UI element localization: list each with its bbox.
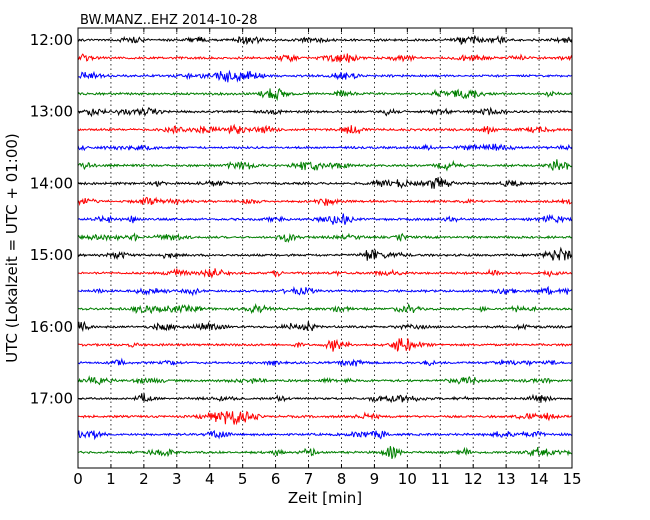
x-tick-label: 15 (562, 470, 581, 488)
seismic-trace (77, 106, 573, 118)
plot-frame (77, 27, 573, 469)
seismic-trace (77, 159, 573, 172)
grid-lines (110, 28, 540, 468)
seismic-trace (77, 246, 573, 261)
x-tick-label: 3 (172, 470, 182, 488)
x-tick-label: 6 (271, 470, 281, 488)
seismic-trace (77, 87, 573, 102)
seismic-trace (77, 410, 573, 426)
seismic-trace (77, 53, 573, 63)
x-tick-label: 0 (73, 470, 83, 488)
seismic-trace (77, 69, 573, 83)
seismic-trace (77, 303, 573, 315)
seismic-trace (77, 143, 573, 152)
y-tick-label: 16:00 (30, 318, 73, 336)
seismic-trace (77, 213, 573, 225)
x-tick-label: 4 (205, 470, 215, 488)
x-tick-label: 9 (370, 470, 380, 488)
y-tick-label: 17:00 (30, 390, 73, 408)
x-tick-label: 13 (497, 470, 516, 488)
y-tick-label: 12:00 (30, 31, 73, 49)
y-tick-label: 13:00 (30, 103, 73, 121)
y-tick-label: 14:00 (30, 174, 73, 192)
chart-title: BW.MANZ..EHZ 2014-10-28 (80, 13, 258, 28)
x-tick-label: 5 (238, 470, 248, 488)
y-axis: 12:00 13:00 14:00 15:00 16:00 17:00 (30, 31, 572, 408)
seismic-trace (77, 338, 573, 352)
seismic-trace (77, 196, 573, 207)
seismic-trace (77, 177, 573, 189)
seismic-trace (77, 268, 573, 279)
y-axis-label: UTC (Lokalzeit = UTC + 01:00) (3, 133, 21, 363)
seismic-trace (77, 123, 573, 135)
x-axis: 0 1 2 3 4 5 6 7 8 9 10 11 12 13 14 15 (73, 28, 582, 488)
seismic-trace (77, 320, 573, 333)
seismic-traces (77, 35, 573, 460)
x-tick-label: 8 (337, 470, 347, 488)
seismic-trace (77, 285, 573, 297)
seismic-trace (77, 232, 573, 243)
seismic-trace (77, 429, 573, 441)
seismic-trace (77, 375, 573, 386)
seismic-trace (77, 357, 573, 367)
x-tick-label: 7 (304, 470, 314, 488)
x-tick-label: 14 (530, 470, 549, 488)
x-axis-label: Zeit [min] (288, 489, 362, 507)
y-tick-label: 15:00 (30, 246, 73, 264)
x-tick-label: 10 (398, 470, 417, 488)
seismic-trace (77, 35, 573, 46)
x-tick-label: 1 (106, 470, 116, 488)
seismic-trace (77, 393, 573, 404)
x-tick-label: 2 (139, 470, 149, 488)
seismic-trace (77, 446, 573, 460)
x-tick-label: 12 (464, 470, 483, 488)
x-tick-label: 11 (431, 470, 450, 488)
